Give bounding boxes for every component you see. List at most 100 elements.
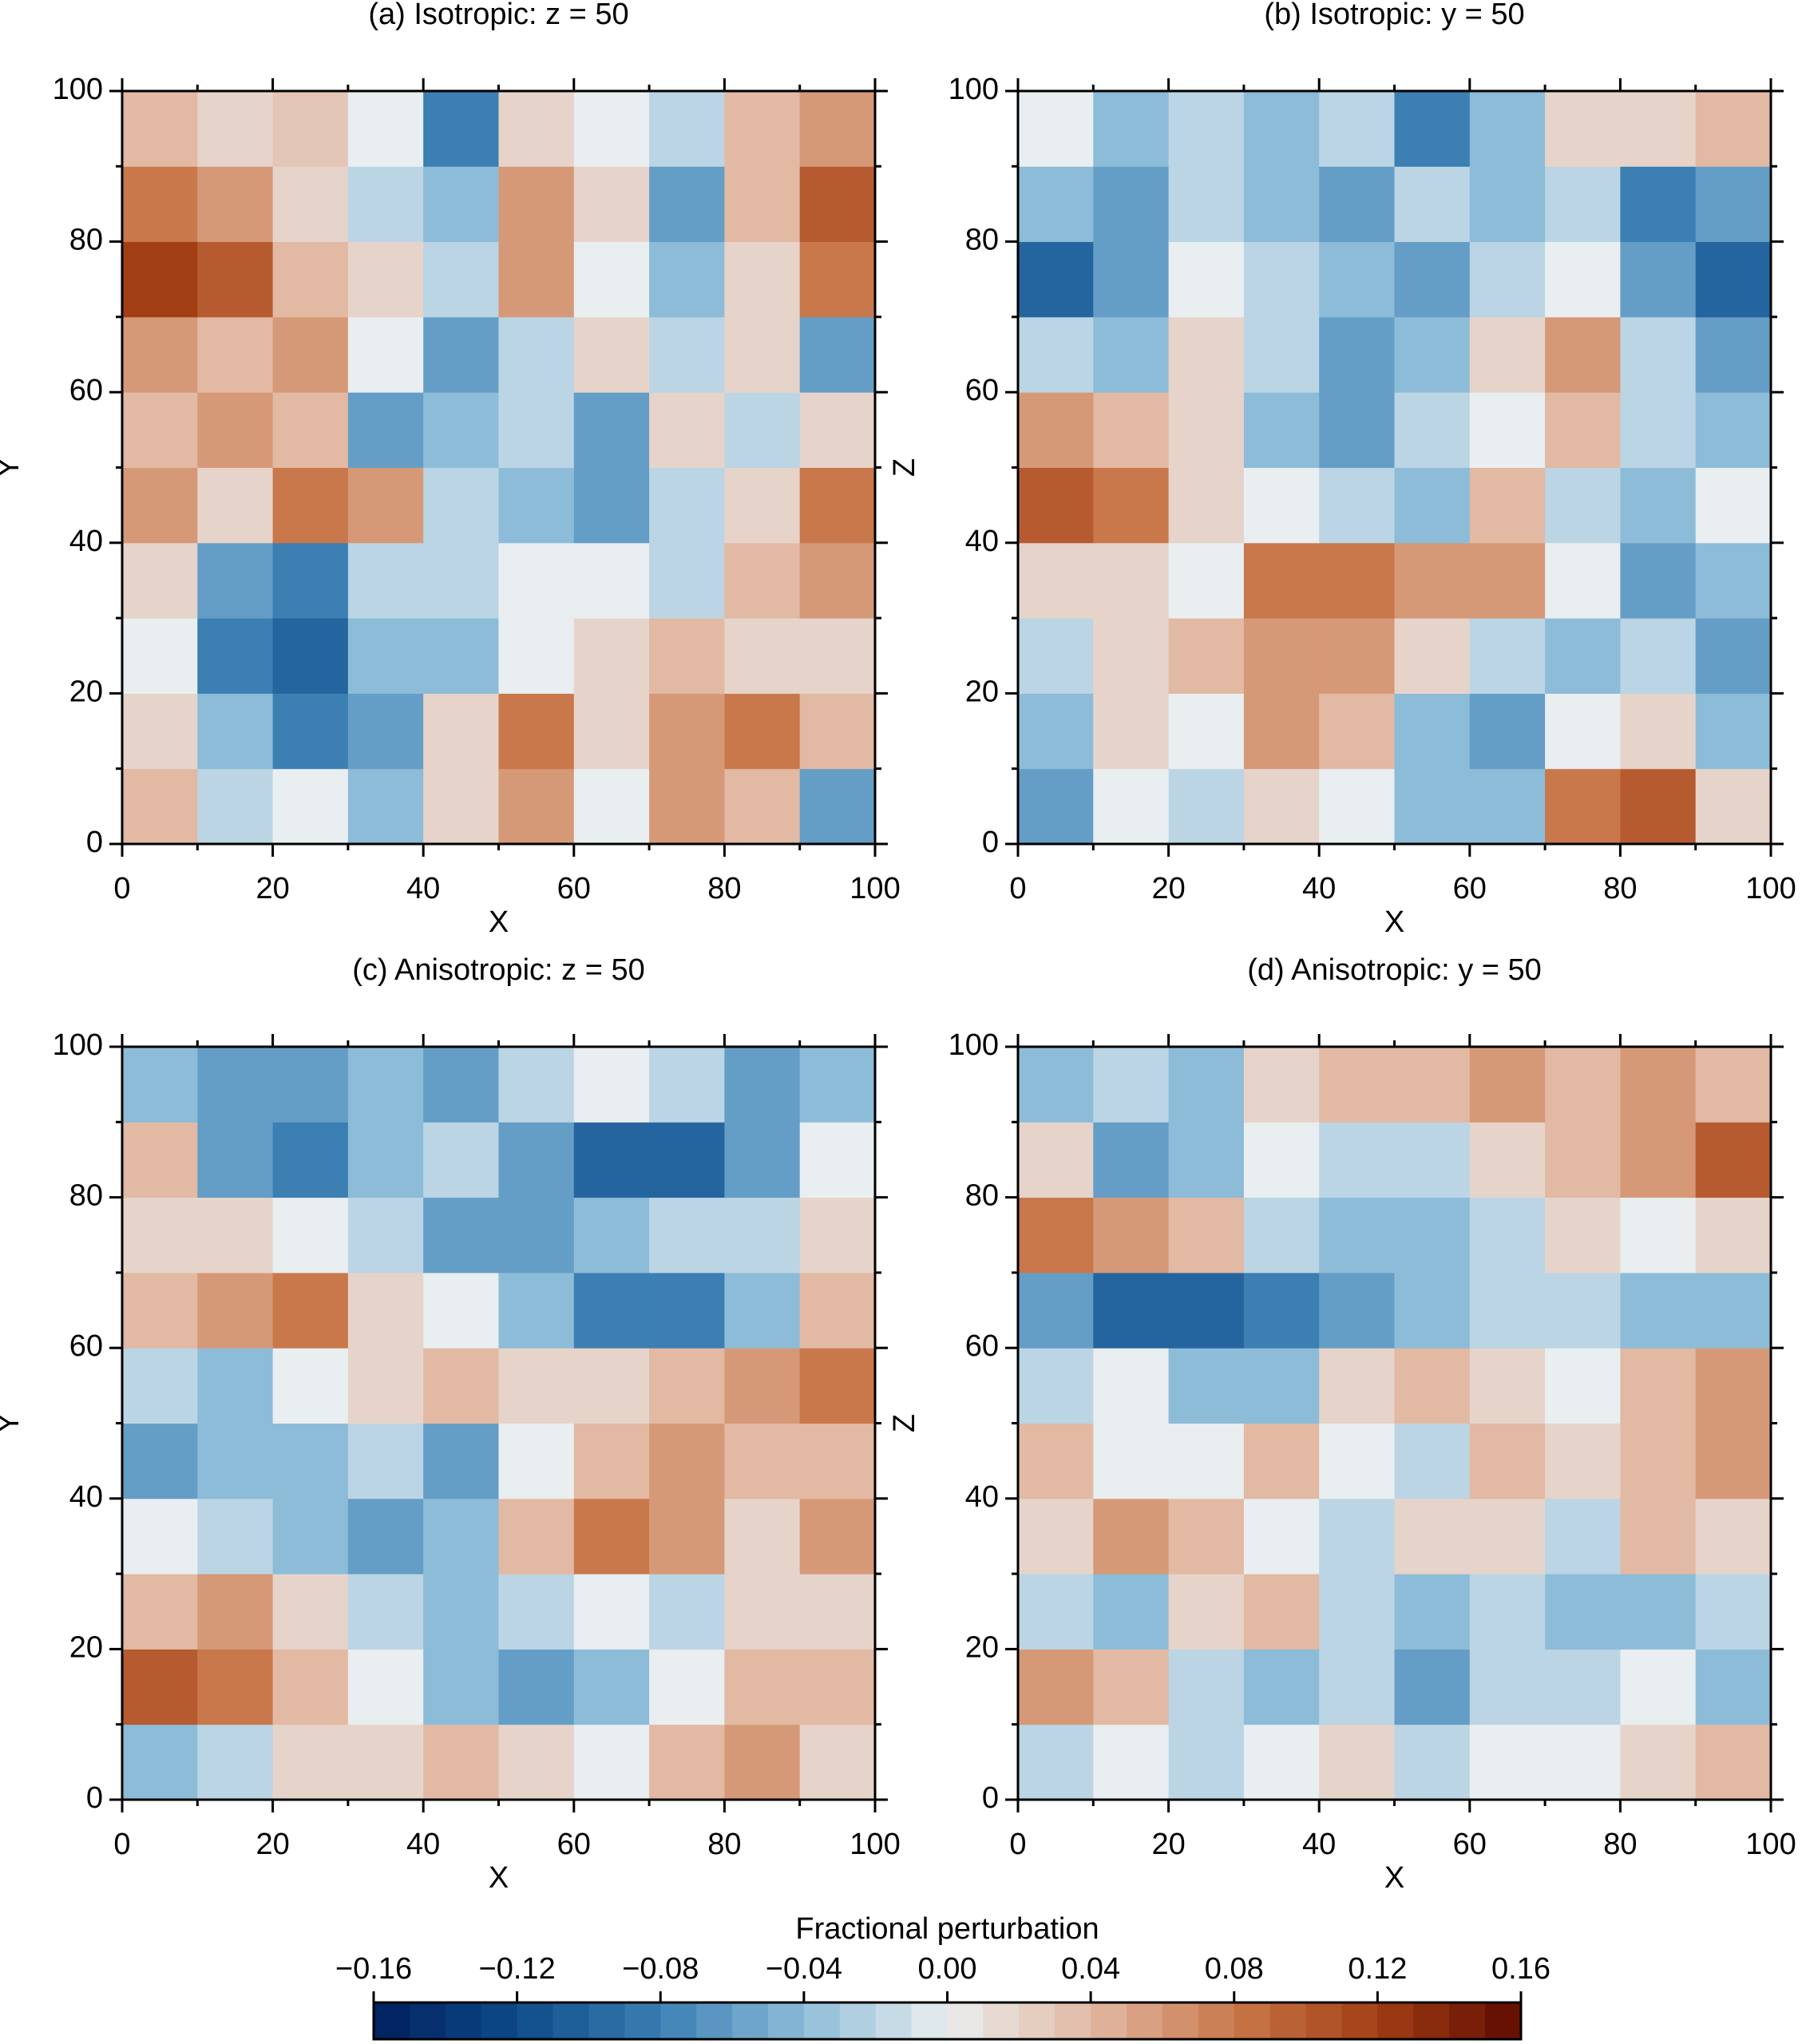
heatmap-cell bbox=[799, 618, 876, 694]
heatmap-cell bbox=[1394, 1574, 1471, 1650]
heatmap-cell bbox=[573, 1122, 650, 1198]
heatmap-cell bbox=[498, 1423, 575, 1499]
x-tick-label: 20 bbox=[255, 1828, 289, 1861]
heatmap-cell bbox=[1545, 467, 1621, 544]
heatmap-cell bbox=[1018, 1724, 1094, 1800]
heatmap-cell bbox=[1093, 693, 1170, 770]
heatmap-cell bbox=[423, 1724, 499, 1800]
heatmap-cell bbox=[724, 768, 801, 845]
heatmap-cell bbox=[724, 316, 801, 393]
heatmap-cell bbox=[1394, 768, 1471, 845]
colorbar-swatch bbox=[1091, 2002, 1127, 2039]
heatmap-cell bbox=[573, 618, 650, 694]
heatmap-cell bbox=[649, 1498, 725, 1575]
heatmap-cell bbox=[1243, 618, 1320, 694]
heatmap-cell bbox=[1469, 1649, 1546, 1725]
heatmap-cell bbox=[1620, 467, 1697, 544]
heatmap-cell bbox=[272, 316, 349, 393]
heatmap-cell bbox=[1394, 241, 1471, 318]
heatmap-cell bbox=[649, 1047, 725, 1123]
x-tick-label: 40 bbox=[1302, 1828, 1336, 1861]
heatmap-cell bbox=[272, 166, 349, 243]
heatmap-cell bbox=[1168, 467, 1245, 544]
heatmap-cell bbox=[1394, 392, 1471, 468]
heatmap-cell bbox=[347, 316, 424, 393]
y-axis-label: Y bbox=[0, 458, 26, 477]
heatmap-cell bbox=[423, 1348, 499, 1424]
heatmap-cell bbox=[799, 1574, 876, 1650]
heatmap-cell bbox=[1243, 1423, 1320, 1499]
heatmap-cell bbox=[1093, 241, 1170, 318]
heatmap-cell bbox=[423, 1122, 499, 1198]
heatmap-cell bbox=[724, 1423, 801, 1499]
heatmap-cell bbox=[1469, 768, 1546, 845]
colorbar-swatch bbox=[1019, 2002, 1055, 2039]
heatmap-cell bbox=[573, 1197, 650, 1274]
heatmap-cell bbox=[1243, 1122, 1320, 1198]
x-tick-label: 60 bbox=[557, 1828, 591, 1861]
heatmap-cell bbox=[122, 1348, 198, 1424]
heatmap-cell bbox=[1243, 1498, 1320, 1575]
heatmap-cell bbox=[1243, 241, 1320, 318]
heatmap-cell bbox=[573, 1498, 650, 1575]
heatmap-cell bbox=[1620, 1122, 1697, 1198]
heatmap-cell bbox=[1243, 1197, 1320, 1274]
heatmap-cell bbox=[649, 542, 725, 619]
heatmap-cell bbox=[1469, 618, 1546, 694]
heatmap-cell bbox=[799, 542, 876, 619]
heatmap-cell bbox=[1469, 467, 1546, 544]
y-tick-label: 0 bbox=[982, 1781, 999, 1815]
heatmap-cell bbox=[197, 1197, 274, 1274]
heatmap-cell bbox=[1469, 542, 1546, 619]
heatmap-cell bbox=[1168, 241, 1245, 318]
colorbar-swatch bbox=[552, 2002, 589, 2039]
colorbar-swatch bbox=[767, 2002, 805, 2039]
heatmap-cell bbox=[1469, 1348, 1546, 1424]
heatmap-cell bbox=[724, 241, 801, 318]
heatmap-cell bbox=[272, 1272, 349, 1349]
heatmap-cell bbox=[347, 1272, 424, 1349]
heatmap-cell bbox=[1018, 1047, 1094, 1123]
heatmap-cell bbox=[197, 467, 274, 544]
heatmap-cell bbox=[197, 1122, 274, 1198]
heatmap-cell bbox=[423, 1574, 499, 1650]
y-tick-label: 60 bbox=[69, 1329, 103, 1363]
heatmap-cell bbox=[573, 768, 650, 845]
heatmap-cell bbox=[799, 1724, 876, 1800]
heatmap-cell bbox=[423, 392, 499, 468]
x-tick-label: 80 bbox=[707, 872, 741, 905]
heatmap-cell bbox=[347, 1649, 424, 1725]
heatmap-cell bbox=[1545, 542, 1621, 619]
heatmap-cell bbox=[498, 1649, 575, 1725]
heatmap-cell bbox=[1319, 1348, 1395, 1424]
heatmap-cell bbox=[197, 241, 274, 318]
heatmap-cell bbox=[1168, 693, 1245, 770]
heatmap-cell bbox=[498, 1197, 575, 1274]
y-tick-label: 100 bbox=[949, 1028, 999, 1062]
y-tick-label: 0 bbox=[982, 826, 999, 859]
heatmap-cell bbox=[498, 1047, 575, 1123]
heatmap-cell bbox=[724, 618, 801, 694]
heatmap-cell bbox=[1394, 1724, 1471, 1800]
x-tick-label: 20 bbox=[1151, 1828, 1185, 1861]
colorbar-swatch bbox=[1377, 2002, 1414, 2039]
heatmap-cell bbox=[1545, 316, 1621, 393]
heatmap-cell bbox=[1394, 1649, 1471, 1725]
heatmap-cell bbox=[1695, 618, 1772, 694]
heatmap-cell bbox=[649, 618, 725, 694]
heatmap-cell bbox=[498, 241, 575, 318]
heatmap-cell bbox=[799, 1197, 876, 1274]
heatmap-cell bbox=[1469, 316, 1546, 393]
heatmap-cell bbox=[122, 392, 198, 468]
heatmap-cell bbox=[1093, 316, 1170, 393]
heatmap-cell bbox=[1168, 618, 1245, 694]
heatmap-cell bbox=[1168, 166, 1245, 243]
heatmap-cell bbox=[347, 618, 424, 694]
colorbar-swatch bbox=[911, 2002, 948, 2039]
heatmap-cell bbox=[122, 1724, 198, 1800]
x-tick-label: 80 bbox=[707, 1828, 741, 1861]
y-tick-label: 100 bbox=[949, 73, 999, 106]
heatmap-cell bbox=[724, 693, 801, 770]
heatmap-cell bbox=[1545, 1047, 1621, 1123]
heatmap-cell bbox=[498, 618, 575, 694]
